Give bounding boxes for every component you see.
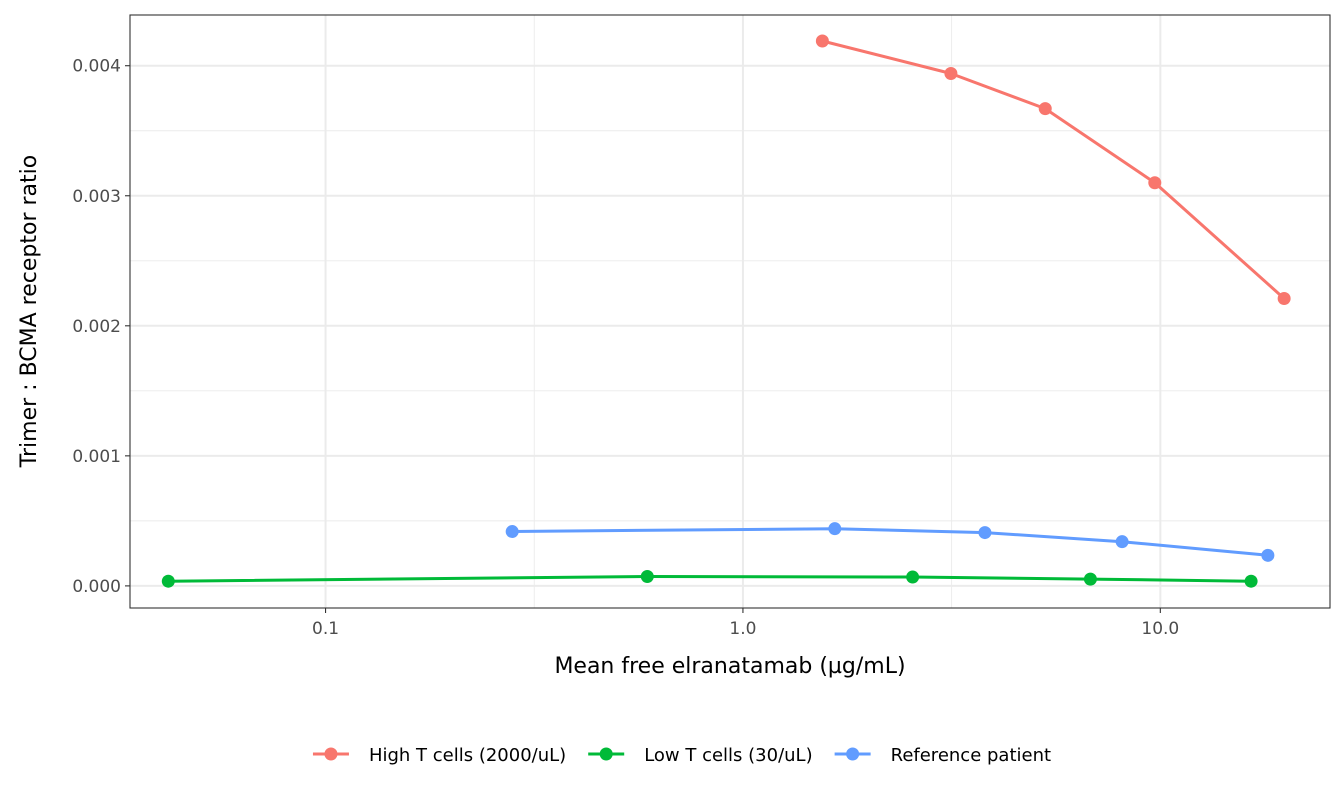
- x-tick-label: 10.0: [1141, 619, 1179, 639]
- y-axis-title: Trimer : BCMA receptor ratio: [17, 155, 42, 468]
- data-point: [828, 522, 842, 536]
- data-point: [815, 34, 829, 48]
- legend-key-point: [846, 747, 860, 761]
- data-point: [978, 526, 992, 540]
- legend: High T cells (2000/uL) Low T cells (30/uL…: [312, 745, 1051, 766]
- y-tick-label: 0.002: [72, 317, 121, 337]
- legend-item-0: High T cells (2000/uL): [312, 745, 566, 766]
- data-point: [944, 67, 958, 81]
- data-point: [906, 570, 920, 584]
- y-tick-label: 0.004: [72, 57, 121, 77]
- data-point: [1277, 291, 1291, 305]
- legend-key-point: [599, 747, 613, 761]
- y-tick-label: 0.003: [72, 187, 121, 207]
- x-axis: 0.1 1.0 10.0: [312, 608, 1179, 639]
- data-point: [505, 525, 519, 539]
- data-point: [1115, 535, 1129, 549]
- legend-item-2: Reference patient: [834, 745, 1051, 766]
- y-axis: 0.000 0.001 0.002 0.003 0.004: [72, 57, 130, 597]
- data-point: [1038, 102, 1052, 116]
- y-tick-label: 0.000: [72, 577, 121, 597]
- legend-label: High T cells (2000/uL): [369, 745, 566, 766]
- legend-key-point: [324, 747, 338, 761]
- data-point: [1083, 572, 1097, 586]
- legend-label: Reference patient: [891, 745, 1051, 766]
- plot-panel: [130, 15, 1330, 608]
- data-point: [1244, 574, 1258, 588]
- grid-major: [130, 15, 1330, 608]
- y-tick-label: 0.001: [72, 447, 121, 467]
- data-point: [1261, 548, 1275, 562]
- data-point: [1148, 176, 1162, 190]
- legend-item-1: Low T cells (30/uL): [588, 745, 813, 766]
- legend-label: Low T cells (30/uL): [644, 745, 812, 766]
- series-points: [161, 34, 1291, 588]
- x-tick-label: 1.0: [729, 619, 756, 639]
- x-axis-title: Mean free elranatamab (µg/mL): [554, 654, 905, 679]
- x-tick-label: 0.1: [312, 619, 339, 639]
- data-point: [640, 570, 654, 584]
- grid-minor: [130, 15, 1330, 608]
- data-point: [161, 574, 175, 588]
- plot-border: [129, 14, 1331, 609]
